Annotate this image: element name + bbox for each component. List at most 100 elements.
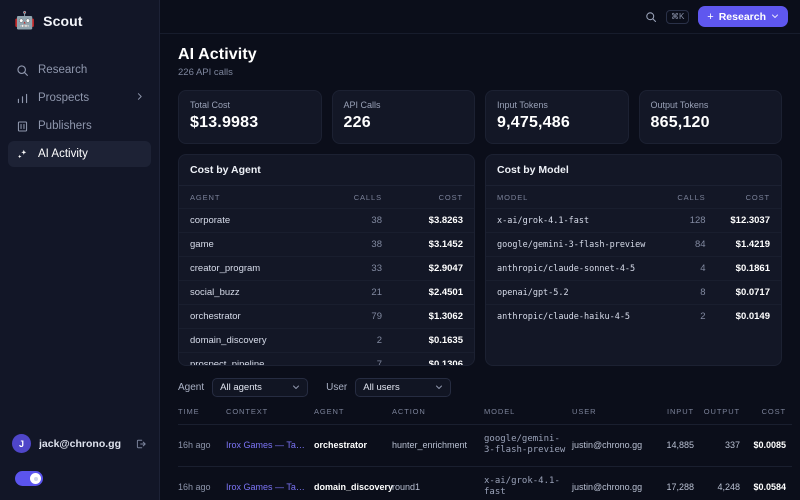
theme-toggle[interactable] [15,471,43,486]
sidebar-item-label: Research [38,64,88,76]
cell-input: 17,288 [654,465,700,500]
research-button[interactable]: + Research [698,6,788,27]
cell-agent: domain_discovery [179,328,321,353]
agent-filter-select[interactable]: All agents [212,378,309,397]
table-row: orchestrator 79 $1.3062 [179,304,474,329]
chevron-down-icon [771,12,779,22]
cost-by-agent-table: AGENT CALLS COST corporate 38 $3.8263 game… [179,186,474,365]
chevron-down-icon [435,383,443,393]
cell-cost: $1.3062 [392,304,474,329]
col-input: INPUT [667,407,694,416]
cell-action: hunter_enrichment [392,424,484,466]
content: AI Activity 226 API calls Total Cost $13… [160,34,800,500]
topbar: ⌘K + Research [160,0,800,34]
cell-calls: 38 [320,208,393,233]
stat-card-output-tokens: Output Tokens 865,120 [638,90,782,144]
cell-action: round1 [392,465,484,500]
cell-cost: $0.1635 [392,328,474,353]
sidebar-item-prospects[interactable]: Prospects [8,85,151,111]
user-filter-value: All users [363,382,400,393]
col-action: ACTION [392,407,426,416]
sidebar-item-label: AI Activity [38,148,88,160]
stat-value: $13.9983 [190,114,259,131]
user-filter-label: User [326,382,348,393]
research-button-label: Research [718,10,766,23]
cell-cost: $0.0584 [746,465,792,500]
panel-title: Cost by Agent [179,155,474,186]
col-calls: CALLS [353,193,382,202]
sidebar-item-ai-activity[interactable]: AI Activity [8,141,151,167]
cell-agent: prospect_pipeline [179,352,321,365]
cell-calls: 2 [320,328,393,353]
table-row: 16h ago Irox Games — Tap Tap… orchestrat… [178,424,792,466]
user-row[interactable]: J jack@chrono.gg [12,424,147,453]
avatar: J [12,434,31,453]
chevron-right-icon [135,92,144,104]
table-row: game 38 $3.1452 [179,232,474,257]
cell-agent: domain_discovery [314,465,393,500]
cell-context: Irox Games — Tap Tap… [226,424,314,466]
table-header-row: AGENT CALLS COST [179,186,474,209]
cell-cost: $0.0717 [716,280,781,305]
cell-calls: 33 [320,256,393,281]
stat-card-api-calls: API Calls 226 [331,90,475,144]
context-link[interactable]: Irox Games — Tap Tap… [226,481,308,492]
table-row: creator_program 33 $2.9047 [179,256,474,281]
cell-cost: $3.1452 [392,232,474,257]
sidebar-item-research[interactable]: Research [8,57,151,83]
table-row: google/gemini-3-flash-preview 84 $1.4219 [486,232,781,257]
stat-label: Output Tokens [650,100,709,110]
cell-calls: 79 [320,304,393,329]
agent-filter-value: All agents [220,382,262,393]
cost-by-model-table: MODEL CALLS COST x-ai/grok-4.1-fast 128 $1… [486,186,781,328]
cell-calls: 8 [664,280,717,305]
chevron-down-icon [292,383,300,393]
plus-icon: + [707,10,714,23]
cell-cost: $3.8263 [392,208,474,233]
cell-agent: corporate [179,208,321,233]
col-time: TIME [178,407,200,416]
cell-model: google/gemini-3-flash-preview [486,232,665,257]
context-link[interactable]: Irox Games — Tap Tap… [226,440,308,451]
logout-icon[interactable] [135,438,147,450]
table-row: domain_discovery 2 $0.1635 [179,328,474,353]
search-shortcut-badge[interactable]: ⌘K [665,9,690,24]
table-header-row: TIME CONTEXT AGENT ACTION MODEL USER INP… [178,407,792,425]
user-filter-select[interactable]: All users [355,378,452,397]
cell-calls: 4 [664,256,717,281]
activity-log: TIME CONTEXT AGENT ACTION MODEL USER INP… [178,407,792,500]
cell-time: 16h ago [178,424,226,466]
table-row: anthropic/claude-sonnet-4-5 4 $0.1861 [486,256,781,281]
cell-cost: $0.0085 [746,424,792,466]
page-title: AI Activity [178,46,257,63]
main-area: ⌘K + Research AI Activity 226 API calls … [160,0,800,500]
stat-value: 9,475,486 [497,114,570,131]
search-icon[interactable] [645,11,657,23]
sparkles-icon [16,148,29,161]
cell-cost: $2.4501 [392,280,474,305]
cell-input: 14,885 [654,424,700,466]
toggle-knob [30,473,41,484]
table-row: corporate 38 $3.8263 [179,208,474,233]
cell-agent: orchestrator [179,304,321,329]
sidebar-item-publishers[interactable]: Publishers [8,113,151,139]
activity-log-table: TIME CONTEXT AGENT ACTION MODEL USER INP… [178,407,792,500]
brand-name: Scout [43,12,83,29]
col-user: USER [572,407,597,416]
building-icon [16,120,29,133]
stat-card-total-cost: Total Cost $13.9983 [178,90,322,144]
cell-user: justin@chrono.gg [572,465,654,500]
cell-agent: orchestrator [314,424,392,466]
cell-time: 16h ago [178,465,226,500]
cell-output: 337 [700,424,746,466]
cell-model: x-ai/grok-4.1-fast [484,465,572,500]
cell-output: 4,248 [700,465,746,500]
sidebar: 🤖 Scout Research Prospects [0,0,160,500]
sidebar-footer: J jack@chrono.gg [0,424,159,500]
page-subtitle: 226 API calls [178,67,233,78]
stat-card-input-tokens: Input Tokens 9,475,486 [485,90,629,144]
search-icon [16,64,29,77]
col-agent: AGENT [190,193,221,202]
brand[interactable]: 🤖 Scout [0,0,159,45]
